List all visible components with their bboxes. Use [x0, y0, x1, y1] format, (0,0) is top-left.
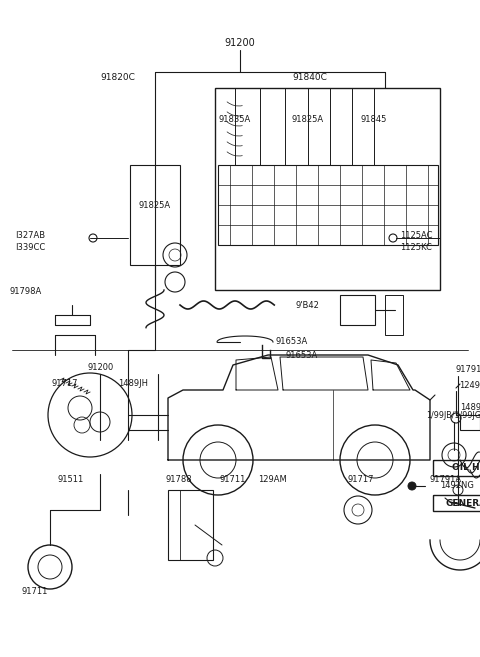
Text: 1125AC: 1125AC	[400, 231, 432, 240]
Text: 129AM: 129AM	[258, 476, 287, 484]
Text: 1489JH: 1489JH	[460, 403, 480, 413]
Bar	[385, 295, 403, 335]
Text: 91653A: 91653A	[275, 338, 307, 346]
Text: OIL HOSE: OIL HOSE	[452, 463, 480, 472]
Text: 1492NG: 1492NG	[440, 482, 474, 491]
Text: 91653A: 91653A	[285, 350, 317, 359]
Bar	[340, 295, 375, 325]
Text: 91845: 91845	[361, 116, 387, 124]
Bar	[215, 88, 440, 290]
Bar	[218, 165, 438, 245]
Text: 91200: 91200	[88, 363, 114, 373]
Bar	[433, 495, 480, 511]
Text: GENERATOR: GENERATOR	[445, 499, 480, 507]
Text: I339CC: I339CC	[15, 244, 45, 252]
Text: 91717: 91717	[52, 378, 79, 388]
Text: 91825A: 91825A	[292, 116, 324, 124]
Text: 1249GB: 1249GB	[459, 380, 480, 390]
Text: 91788: 91788	[165, 476, 192, 484]
Text: I327AB: I327AB	[15, 231, 45, 240]
Text: 91791A: 91791A	[430, 476, 462, 484]
Bar	[130, 165, 180, 265]
Text: 91711: 91711	[22, 587, 48, 597]
Text: 9'B42: 9'B42	[295, 300, 319, 309]
Text: 91840C: 91840C	[293, 74, 327, 83]
Text: 1/99JB/1/99JG: 1/99JB/1/99JG	[427, 411, 480, 420]
Text: 91717: 91717	[348, 476, 374, 484]
Text: 91825A: 91825A	[139, 200, 171, 210]
Text: 91511: 91511	[58, 476, 84, 484]
Text: 1489JH: 1489JH	[118, 378, 148, 388]
Text: 91835A: 91835A	[219, 116, 251, 124]
Text: 1125KC: 1125KC	[400, 244, 432, 252]
Text: 91798A: 91798A	[10, 288, 42, 296]
Circle shape	[408, 482, 416, 490]
Bar	[168, 490, 213, 560]
Text: 91820C: 91820C	[101, 74, 135, 83]
Bar	[433, 460, 480, 476]
Text: 91711: 91711	[220, 476, 246, 484]
Bar	[460, 415, 480, 430]
Text: 91200: 91200	[225, 38, 255, 48]
Text: 91791A: 91791A	[455, 365, 480, 374]
